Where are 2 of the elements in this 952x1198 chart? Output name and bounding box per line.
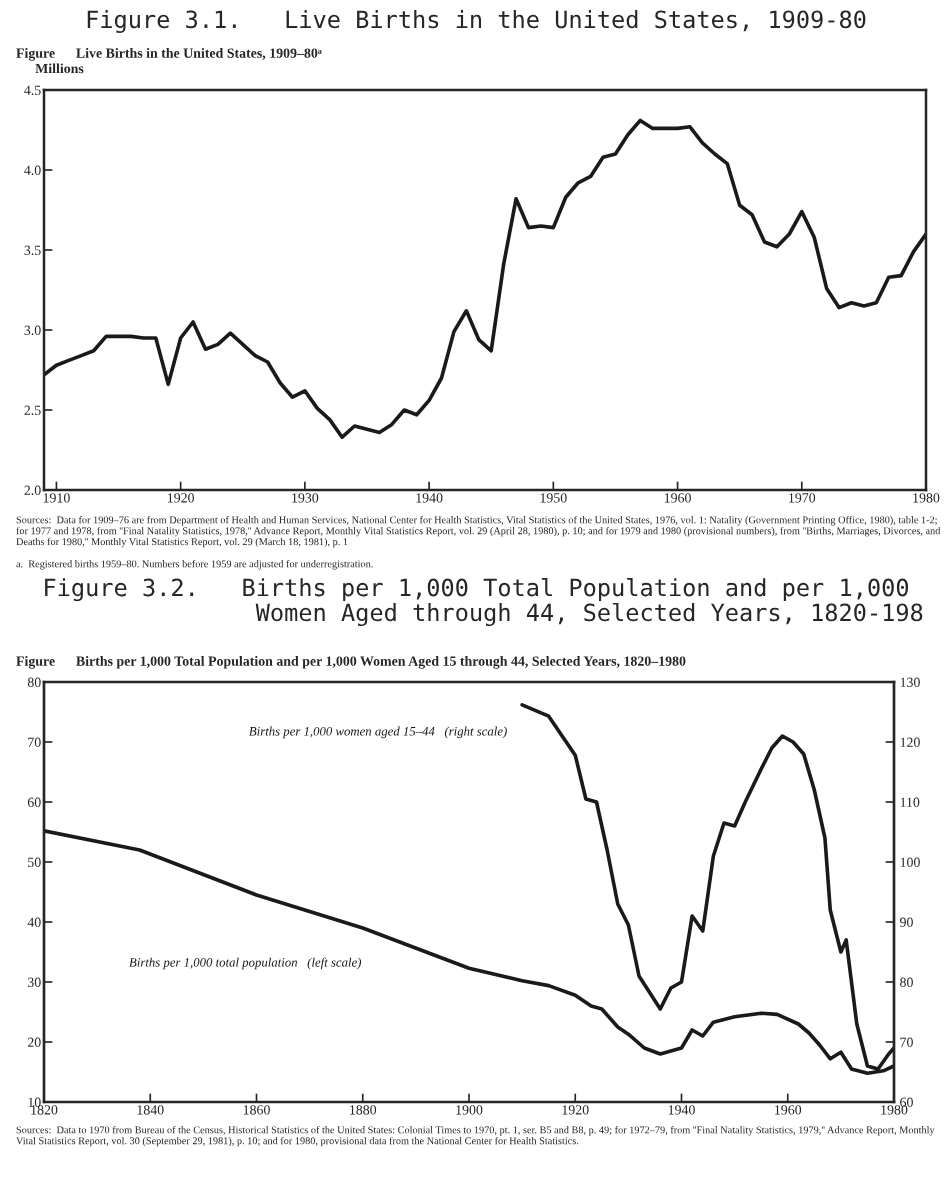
- chart-title: Figure 3.1. Live Births in the United States, 1909-80: [87, 10, 866, 34]
- chart-title: Figure 3.2. Births per 1,000 Total Population and per 1,000 Women Aged through 44, Selected Years, 1820-198: [45, 578, 923, 627]
